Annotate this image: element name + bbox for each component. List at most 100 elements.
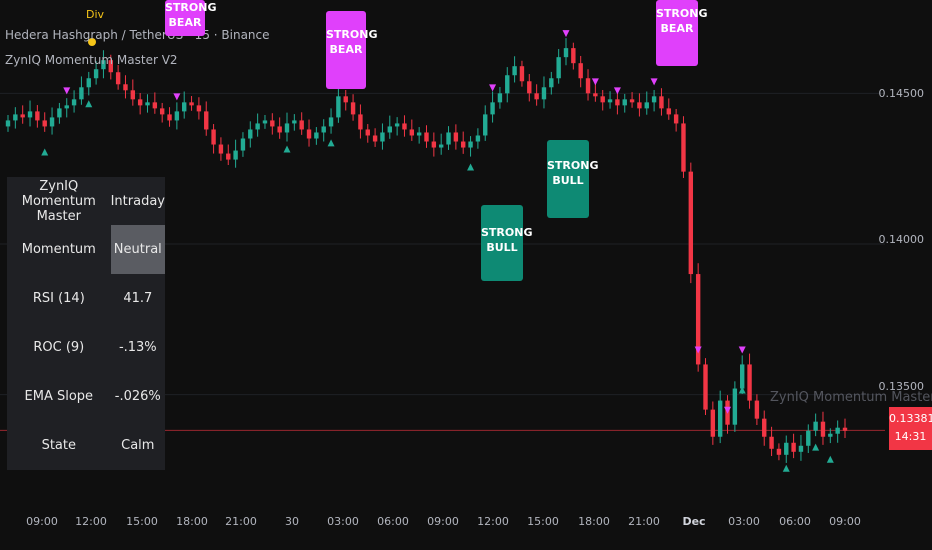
- signal-markers: [41, 30, 834, 472]
- signal-label: STRONG: [481, 226, 533, 239]
- time-tick: 09:00: [427, 515, 459, 528]
- time-tick: 09:00: [26, 515, 58, 528]
- candle-body: [622, 99, 627, 106]
- symbol-title[interactable]: Hedera Hashgraph / TetherUS · 15 · Binan…: [5, 28, 270, 42]
- bear-arrow-marker: [591, 78, 599, 86]
- strong-bear-signal[interactable]: STRONG BEAR: [326, 11, 377, 89]
- bull-arrow-marker: [738, 386, 746, 394]
- candle-body: [416, 132, 422, 136]
- table-cell: 41.7: [123, 291, 153, 306]
- candle-body: [497, 93, 503, 103]
- price-tick: 0.14000: [878, 233, 925, 246]
- candle-body: [549, 78, 554, 88]
- candle-body: [629, 99, 635, 103]
- candle-body: [534, 93, 539, 100]
- candle-body: [306, 129, 312, 139]
- candle-body: [358, 114, 363, 130]
- time-tick: 09:00: [829, 515, 861, 528]
- candle-body: [607, 99, 613, 103]
- candle-body: [159, 108, 165, 115]
- candle-body: [49, 117, 55, 127]
- time-tick: 12:00: [477, 515, 509, 528]
- signal-label: STRONG: [165, 1, 217, 14]
- candle-body: [593, 93, 598, 97]
- candle-body: [262, 120, 268, 124]
- candle-body: [754, 400, 760, 419]
- bear-arrow-marker: [489, 84, 497, 92]
- indicator-title[interactable]: ZynIQ Momentum Master V2: [5, 53, 178, 67]
- strong-bull-signal[interactable]: STRONG BULL: [481, 205, 533, 281]
- candle-body: [644, 102, 649, 109]
- candle-body: [842, 427, 848, 431]
- table-cell: -.13%: [118, 340, 157, 355]
- divergence-dot: [88, 38, 96, 46]
- candle-body: [145, 102, 150, 106]
- candle-body: [600, 96, 605, 103]
- table-row: State Calm: [7, 421, 165, 470]
- candle-body: [277, 126, 282, 133]
- candle-body: [5, 120, 11, 127]
- candle-body: [204, 111, 209, 130]
- momentum-table: ZynIQ Momentum Master Intraday Momentum …: [7, 177, 165, 470]
- candle-body: [248, 129, 253, 139]
- candle-body: [152, 102, 158, 109]
- candles: [5, 38, 848, 463]
- candle-body: [27, 111, 33, 118]
- candle-body: [71, 99, 77, 106]
- bull-arrow-marker: [327, 139, 335, 147]
- table-cell: Momentum: [21, 242, 96, 257]
- bear-arrow-marker: [63, 87, 71, 95]
- candle-body: [314, 132, 319, 139]
- table-cell: EMA Slope: [24, 389, 94, 404]
- candle-body: [240, 138, 246, 151]
- strong-bear-signal[interactable]: STRONG BEAR: [656, 0, 708, 66]
- momentum-status-cell: Neutral: [110, 225, 165, 274]
- bear-arrow-marker: [650, 78, 658, 86]
- bull-arrow-marker: [467, 163, 475, 171]
- candle-body: [615, 99, 620, 106]
- candle-body: [438, 144, 444, 148]
- signal-label: BULL: [486, 241, 518, 254]
- table-cell: RSI (14): [32, 291, 85, 306]
- candle-body: [284, 123, 290, 133]
- candle-body: [167, 114, 172, 121]
- candle-body: [343, 96, 348, 103]
- candle-body: [820, 421, 826, 437]
- price-tick: 0.14500: [878, 87, 925, 100]
- strong-bull-signal[interactable]: STRONG BULL: [547, 140, 598, 218]
- candle-body: [189, 102, 194, 106]
- candle-body: [226, 153, 231, 160]
- signal-label: STRONG: [656, 7, 708, 20]
- candle-body: [387, 126, 392, 133]
- candle-body: [468, 141, 473, 148]
- candle-body: [292, 120, 297, 124]
- strong-bear-signal[interactable]: STRONG BEAR: [165, 0, 217, 36]
- time-tick: 12:00: [75, 515, 107, 528]
- candle-body: [461, 141, 466, 148]
- candle-body: [695, 274, 701, 365]
- candle-body: [336, 96, 341, 118]
- candle-body: [446, 132, 451, 145]
- candle-body: [365, 129, 370, 136]
- candle-body: [806, 430, 811, 446]
- candle-body: [490, 102, 495, 115]
- candle-body: [475, 135, 481, 142]
- candle-body: [732, 388, 738, 425]
- time-tick: 15:00: [527, 515, 559, 528]
- candle-body: [270, 120, 275, 127]
- candle-body: [556, 57, 561, 79]
- bull-arrow-marker: [782, 464, 790, 472]
- last-price-value: 0.13381: [889, 412, 932, 425]
- time-tick: 18:00: [176, 515, 208, 528]
- bull-arrow-marker: [812, 443, 820, 451]
- candle-body: [813, 421, 818, 431]
- bear-arrow-marker: [724, 406, 732, 414]
- time-tick: 18:00: [578, 515, 610, 528]
- candle-body: [211, 129, 216, 145]
- table-cell: ROC (9): [33, 340, 85, 355]
- candle-body: [784, 442, 789, 455]
- candle-body: [659, 96, 664, 109]
- candle-body: [218, 144, 224, 154]
- last-price-tag: 0.13381 14:31: [889, 407, 932, 450]
